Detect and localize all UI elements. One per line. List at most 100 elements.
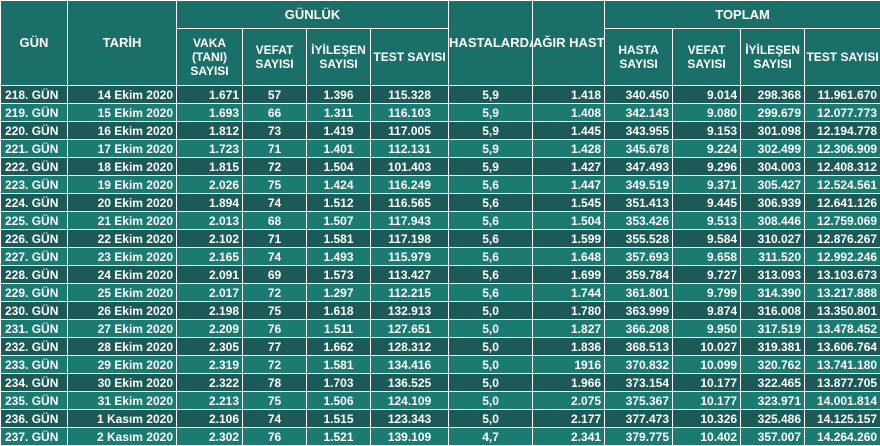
cell-iyilesen: 1.424 bbox=[307, 176, 371, 194]
cell-test: 116.103 bbox=[371, 104, 449, 122]
cell-toplam-test: 14.001.814 bbox=[805, 392, 880, 410]
cell-gun: 219. GÜN bbox=[1, 104, 68, 122]
cell-toplam-iyilesen: 316.008 bbox=[741, 302, 805, 320]
cell-zaturre: 5,6 bbox=[449, 230, 533, 248]
cell-test: 116.565 bbox=[371, 194, 449, 212]
cell-toplam-vefat: 9.874 bbox=[673, 302, 741, 320]
cell-toplam-hasta: 368.513 bbox=[605, 338, 673, 356]
cell-toplam-test: 12.759.069 bbox=[805, 212, 880, 230]
cell-zaturre: 5,9 bbox=[449, 158, 533, 176]
cell-toplam-hasta: 353.426 bbox=[605, 212, 673, 230]
cell-zaturre: 5,6 bbox=[449, 212, 533, 230]
cell-iyilesen: 1.512 bbox=[307, 194, 371, 212]
cell-tarih: 28 Ekim 2020 bbox=[68, 338, 177, 356]
cell-toplam-iyilesen: 357.007 bbox=[741, 428, 805, 446]
cell-test: 116.249 bbox=[371, 176, 449, 194]
cell-tarih: 30 Ekim 2020 bbox=[68, 374, 177, 392]
cell-vaka: 2.026 bbox=[177, 176, 243, 194]
cell-toplam-hasta: 351.413 bbox=[605, 194, 673, 212]
cell-tarih: 23 Ekim 2020 bbox=[68, 248, 177, 266]
cell-iyilesen: 1.401 bbox=[307, 140, 371, 158]
cell-toplam-vefat: 9.950 bbox=[673, 320, 741, 338]
cell-toplam-test: 14.264.260 bbox=[805, 428, 880, 446]
header-vefat: VEFAT SAYISI bbox=[243, 29, 307, 86]
cell-toplam-hasta: 347.493 bbox=[605, 158, 673, 176]
cell-toplam-vefat: 10.326 bbox=[673, 410, 741, 428]
cell-test: 132.913 bbox=[371, 302, 449, 320]
cell-toplam-iyilesen: 319.381 bbox=[741, 338, 805, 356]
cell-zaturre: 5,6 bbox=[449, 248, 533, 266]
cell-toplam-vefat: 9.727 bbox=[673, 266, 741, 284]
cell-vaka: 2.213 bbox=[177, 392, 243, 410]
cell-toplam-hasta: 375.367 bbox=[605, 392, 673, 410]
header-toplam-test: TEST SAYISI bbox=[805, 29, 880, 86]
cell-toplam-test: 13.741.180 bbox=[805, 356, 880, 374]
cell-test: 117.198 bbox=[371, 230, 449, 248]
cell-toplam-iyilesen: 311.520 bbox=[741, 248, 805, 266]
cell-toplam-hasta: 363.999 bbox=[605, 302, 673, 320]
cell-vefat: 74 bbox=[243, 410, 307, 428]
cell-toplam-vefat: 10.177 bbox=[673, 392, 741, 410]
cell-vaka: 1.815 bbox=[177, 158, 243, 176]
cell-vefat: 66 bbox=[243, 104, 307, 122]
cell-gun: 228. GÜN bbox=[1, 266, 68, 284]
cell-agir-hasta: 1.699 bbox=[533, 266, 605, 284]
cell-toplam-vefat: 10.099 bbox=[673, 356, 741, 374]
cell-toplam-test: 12.408.312 bbox=[805, 158, 880, 176]
cell-gun: 224. GÜN bbox=[1, 194, 68, 212]
cell-test: 124.109 bbox=[371, 392, 449, 410]
cell-vaka: 2.165 bbox=[177, 248, 243, 266]
cell-toplam-vefat: 9.513 bbox=[673, 212, 741, 230]
cell-agir-hasta: 1.836 bbox=[533, 338, 605, 356]
header-test: TEST SAYISI bbox=[371, 29, 449, 86]
cell-toplam-hasta: 379.775 bbox=[605, 428, 673, 446]
cell-test: 112.131 bbox=[371, 140, 449, 158]
cell-tarih: 27 Ekim 2020 bbox=[68, 320, 177, 338]
cell-toplam-iyilesen: 313.093 bbox=[741, 266, 805, 284]
cell-toplam-iyilesen: 325.486 bbox=[741, 410, 805, 428]
cell-vefat: 74 bbox=[243, 248, 307, 266]
cell-iyilesen: 1.504 bbox=[307, 158, 371, 176]
cell-toplam-vefat: 9.658 bbox=[673, 248, 741, 266]
cell-toplam-test: 12.077.773 bbox=[805, 104, 880, 122]
cell-toplam-hasta: 370.832 bbox=[605, 356, 673, 374]
header-toplam: TOPLAM bbox=[605, 1, 880, 29]
cell-tarih: 25 Ekim 2020 bbox=[68, 284, 177, 302]
cell-toplam-vefat: 10.402 bbox=[673, 428, 741, 446]
header-gun: GÜN bbox=[1, 1, 68, 86]
cell-zaturre: 5,9 bbox=[449, 86, 533, 104]
cell-tarih: 19 Ekim 2020 bbox=[68, 176, 177, 194]
cell-tarih: 31 Ekim 2020 bbox=[68, 392, 177, 410]
cell-zaturre: 5,0 bbox=[449, 374, 533, 392]
cell-test: 127.651 bbox=[371, 320, 449, 338]
cell-vefat: 77 bbox=[243, 338, 307, 356]
cell-agir-hasta: 2.075 bbox=[533, 392, 605, 410]
cell-iyilesen: 1.506 bbox=[307, 392, 371, 410]
cell-toplam-hasta: 373.154 bbox=[605, 374, 673, 392]
cell-agir-hasta: 1.427 bbox=[533, 158, 605, 176]
header-gunluk: GÜNLÜK bbox=[177, 1, 449, 29]
header-iyilesen: İYİLEŞEN SAYISI bbox=[307, 29, 371, 86]
cell-agir-hasta: 1.408 bbox=[533, 104, 605, 122]
cell-tarih: 26 Ekim 2020 bbox=[68, 302, 177, 320]
cell-test: 112.215 bbox=[371, 284, 449, 302]
cell-vaka: 2.305 bbox=[177, 338, 243, 356]
cell-zaturre: 5,9 bbox=[449, 122, 533, 140]
cell-toplam-hasta: 343.955 bbox=[605, 122, 673, 140]
cell-toplam-test: 13.877.705 bbox=[805, 374, 880, 392]
cell-test: 136.525 bbox=[371, 374, 449, 392]
cell-vaka: 2.322 bbox=[177, 374, 243, 392]
cell-test: 115.328 bbox=[371, 86, 449, 104]
header-agir-hasta: AĞIR HASTA SAYISI bbox=[533, 1, 605, 86]
cell-toplam-vefat: 9.153 bbox=[673, 122, 741, 140]
cell-zaturre: 5,6 bbox=[449, 194, 533, 212]
cell-gun: 226. GÜN bbox=[1, 230, 68, 248]
header-toplam-iyilesen: İYİLEŞEN SAYISI bbox=[741, 29, 805, 86]
cell-vefat: 74 bbox=[243, 194, 307, 212]
header-tarih: TARİH bbox=[68, 1, 177, 86]
